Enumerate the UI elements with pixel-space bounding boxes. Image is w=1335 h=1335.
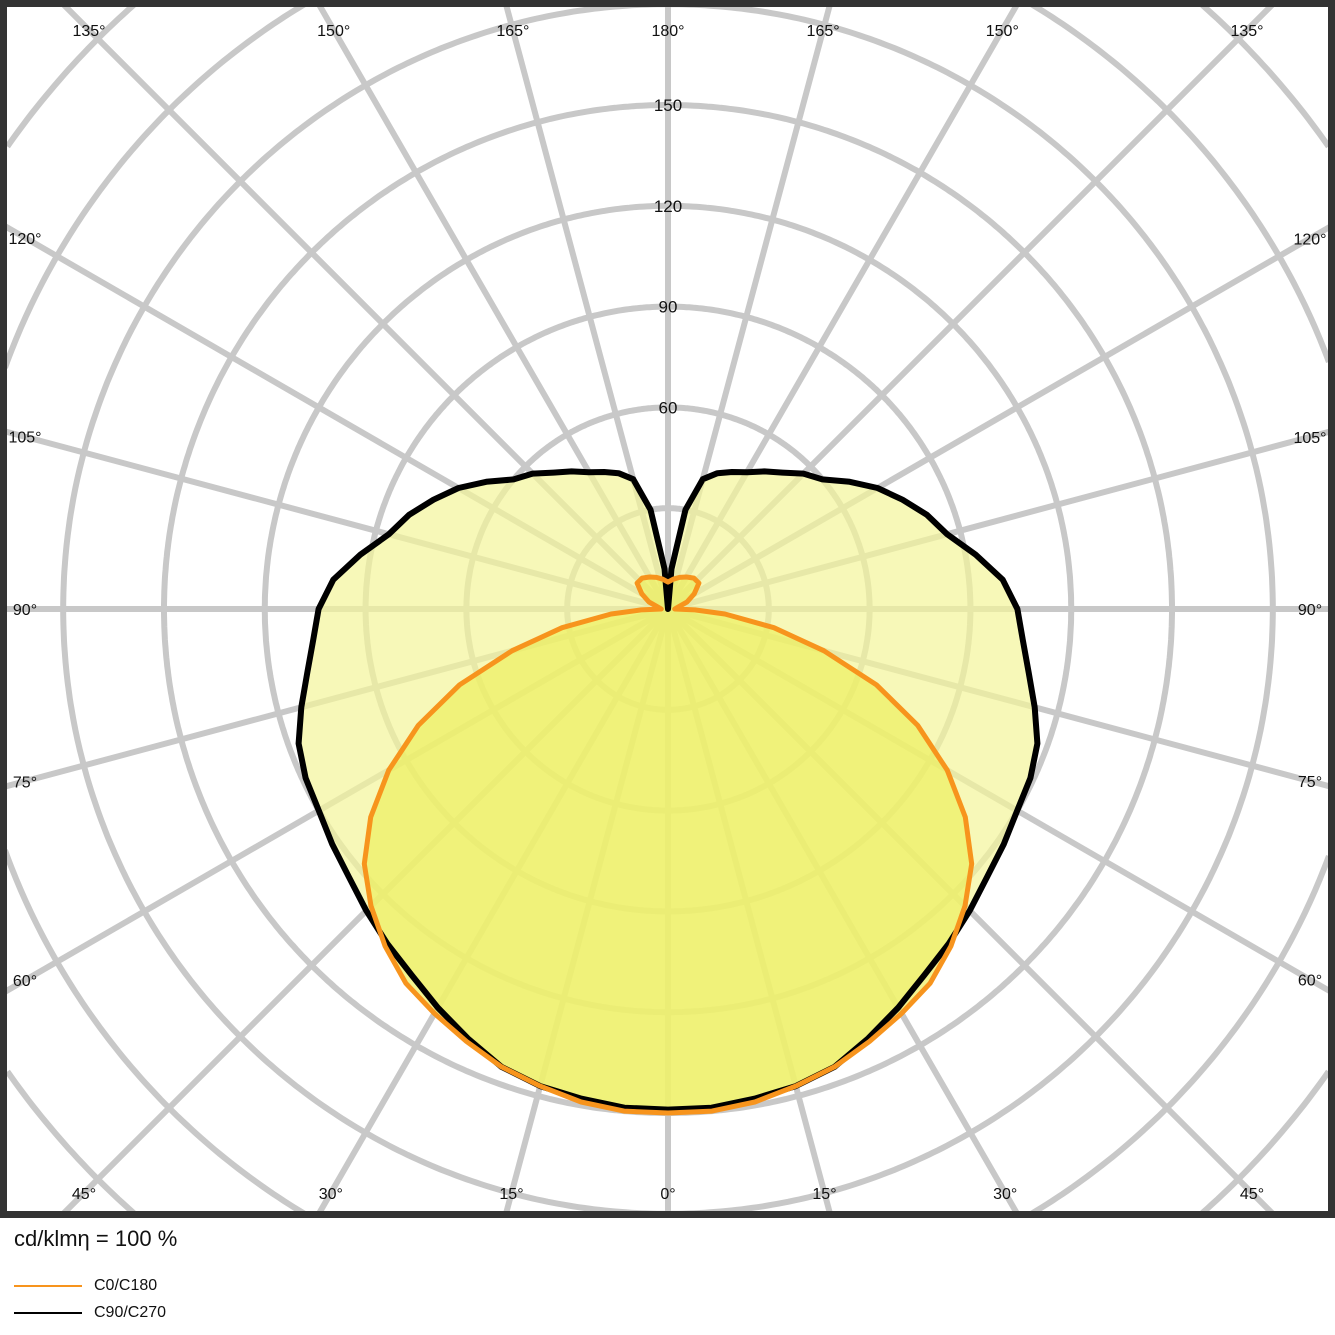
legend-item-c90-c270: C90/C270 bbox=[14, 1304, 166, 1322]
polar-chart: 60 90 120 150 135° 150° 165° 180° 165° 150° 135° 12… bbox=[0, 0, 1335, 1218]
grid-ring bbox=[4, 4, 1331, 1214]
angle-tick-label: 30° bbox=[993, 1186, 1017, 1203]
angle-tick-label: 90° bbox=[1298, 602, 1322, 619]
angle-tick-label: 15° bbox=[499, 1186, 523, 1203]
angle-tick-label: 180° bbox=[651, 23, 684, 40]
angle-tick-label: 165° bbox=[496, 23, 529, 40]
tick-labels: 60 90 120 150 135° 150° 165° 180° 165° 150° 135° 12… bbox=[8, 23, 1326, 1203]
angle-tick-label: 135° bbox=[1230, 23, 1263, 40]
chart-frame bbox=[0, 0, 1335, 1218]
angle-tick-label: 105° bbox=[8, 430, 41, 447]
angle-tick-label: 60° bbox=[13, 973, 37, 990]
angle-tick-label: 90° bbox=[13, 602, 37, 619]
legend-label: C0/C180 bbox=[94, 1277, 158, 1294]
angle-tick-label: 30° bbox=[319, 1186, 343, 1203]
angle-tick-label: 120° bbox=[8, 231, 41, 248]
series-line-c0-c180 bbox=[361, 574, 975, 1116]
series-line-c90-c270 bbox=[295, 468, 1041, 1113]
angle-tick-label: 45° bbox=[1240, 1186, 1264, 1203]
legend-item-c0-c180: C0/C180 bbox=[14, 1277, 157, 1295]
radial-tick-label: 60 bbox=[659, 398, 678, 417]
angle-tick-label: 135° bbox=[72, 23, 105, 40]
angle-tick-label: 15° bbox=[812, 1186, 836, 1203]
angle-tick-label: 150° bbox=[317, 23, 350, 40]
angle-tick-label: 120° bbox=[1293, 231, 1326, 248]
radial-tick-label: 120 bbox=[654, 197, 682, 216]
radial-tick-label: 150 bbox=[654, 96, 682, 115]
legend-swatch-orange bbox=[14, 1285, 82, 1287]
angle-tick-label: 75° bbox=[1298, 774, 1322, 791]
angle-tick-label: 60° bbox=[1298, 973, 1322, 990]
radial-tick-label: 90 bbox=[659, 298, 678, 317]
angle-tick-label: 105° bbox=[1293, 430, 1326, 447]
legend-swatch-black bbox=[14, 1312, 82, 1314]
curves bbox=[295, 468, 1041, 1116]
angle-tick-label: 75° bbox=[13, 774, 37, 791]
angle-tick-label: 165° bbox=[807, 23, 840, 40]
angle-tick-label: 150° bbox=[986, 23, 1019, 40]
grid-ring bbox=[4, 4, 1331, 1214]
unit-label: cd/klmη = 100 % bbox=[14, 1226, 178, 1251]
series-fill-c0-c180 bbox=[364, 577, 972, 1113]
legend-label: C90/C270 bbox=[94, 1304, 167, 1321]
angle-tick-label: 0° bbox=[660, 1186, 675, 1203]
angle-tick-label: 45° bbox=[72, 1186, 96, 1203]
